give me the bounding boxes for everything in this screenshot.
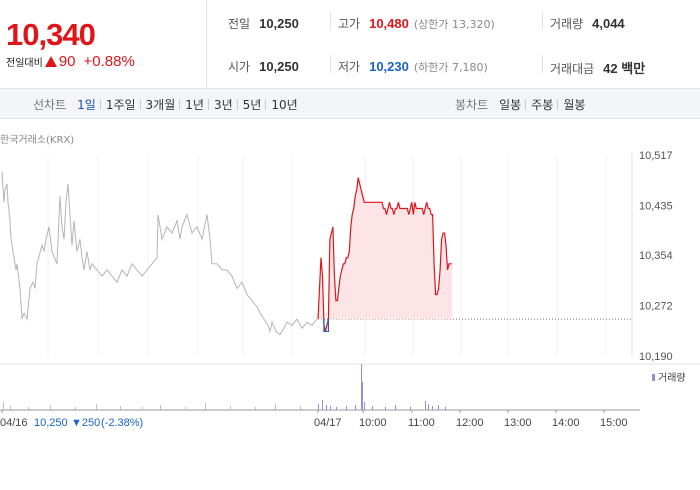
y-tick-label: 10,354	[639, 250, 673, 262]
volume-bar	[364, 402, 365, 410]
volume-bar	[318, 404, 319, 410]
x-tick-label: 10:00	[359, 417, 387, 429]
previous-day-layer	[1, 171, 318, 336]
volume-bar	[336, 407, 337, 410]
volume-bar	[300, 406, 301, 410]
volume-bar	[230, 406, 231, 410]
line-chart-label: 선차트	[33, 97, 67, 112]
volume-bar	[385, 407, 386, 410]
current-day-layer	[317, 177, 632, 333]
tab-1y[interactable]: 1년	[179, 96, 209, 113]
stat-volume: 거래량 4,044	[550, 16, 625, 31]
candle-chart-tabs: 봉차트 일봉 주봉 월봉	[455, 89, 590, 119]
tab-10y[interactable]: 10년	[265, 96, 302, 113]
volume-bar	[445, 407, 446, 410]
volume-bar	[142, 407, 143, 410]
stat-low: 저가 10,230 (하한가 7,180)	[338, 59, 488, 74]
up-triangle-icon	[44, 56, 57, 67]
change-amount: 90	[58, 53, 76, 70]
axis-layer: 10,517 10,435 10,354 10,272 10,190 04/16 04/17…	[0, 150, 673, 429]
volume-bar	[432, 406, 433, 410]
current-day-area	[318, 177, 452, 320]
chart-source: 한국거래소(KRX)	[0, 135, 75, 146]
volume-bar	[322, 400, 323, 410]
volume-bar	[361, 364, 362, 410]
volume-layer: 거래량	[3, 364, 686, 410]
stat-prev-close: 전일 10,250	[228, 16, 299, 31]
volume-bar	[410, 407, 411, 410]
x-tick-label: 15:00	[600, 417, 628, 429]
tab-daily-candle[interactable]: 일봉	[499, 97, 522, 112]
stats-grid: 전일 10,250 고가 10,480 (상한가 13,320) 거래량 4,0…	[207, 0, 700, 89]
volume-legend: 거래량	[658, 372, 686, 384]
volume-bar	[160, 405, 161, 410]
y-tick-label: 10,272	[639, 301, 673, 313]
volume-bar	[326, 405, 327, 410]
price-change: 전일대비 90 +0.88%	[6, 53, 135, 70]
divider	[330, 55, 331, 73]
volume-bar	[120, 406, 121, 410]
stat-open: 시가 10,250	[228, 59, 299, 74]
quote-summary: 10,340 전일대비 90 +0.88% 전일 10,250 고가 10,48…	[0, 0, 700, 89]
volume-bar	[3, 402, 4, 410]
x-tick-label: 14:00	[552, 417, 580, 429]
tab-3y[interactable]: 3년	[207, 96, 238, 113]
volume-bar	[355, 405, 356, 410]
chart-grid	[0, 153, 700, 411]
volume-bar	[438, 405, 439, 410]
divider	[330, 12, 331, 30]
volume-bar	[362, 382, 363, 410]
volume-bar	[330, 406, 331, 410]
current-day-line	[317, 177, 452, 332]
status-price: 10,250	[34, 417, 68, 429]
current-price: 10,340	[6, 17, 96, 52]
tab-monthly-candle[interactable]: 월봉	[557, 96, 590, 113]
tab-1w[interactable]: 1주일	[99, 96, 141, 113]
tab-1d[interactable]: 1일	[77, 97, 96, 112]
volume-bar	[10, 406, 11, 410]
volume-bar	[346, 406, 347, 410]
volume-bar	[205, 403, 206, 410]
change-label: 전일대비	[6, 58, 43, 69]
divider	[542, 12, 543, 30]
status-percent: (-2.38%)	[101, 417, 143, 429]
y-tick-label: 10,517	[639, 150, 673, 162]
chart-tabbar: 선차트 1일 1주일 3개월 1년 3년 5년 10년 봉차트 일봉 주봉 월봉	[0, 89, 700, 119]
x-tick-label: 04/16	[0, 417, 28, 429]
current-price-box: 10,340 전일대비 90 +0.88%	[0, 0, 207, 89]
current-day-down-segment	[323, 319, 330, 333]
tab-5y[interactable]: 5년	[236, 96, 267, 113]
volume-bar	[96, 404, 97, 410]
change-percent: +0.88%	[83, 53, 135, 70]
divider	[542, 55, 543, 73]
volume-bar	[428, 404, 429, 410]
volume-bar	[255, 407, 256, 410]
volume-bar	[50, 405, 51, 410]
tab-3m[interactable]: 3개월	[139, 96, 181, 113]
status-change: ▼250	[71, 417, 100, 429]
y-tick-label: 10,435	[639, 200, 673, 212]
previous-day-line	[1, 171, 318, 336]
tab-weekly-candle[interactable]: 주봉	[525, 96, 558, 113]
candle-chart-label: 봉차트	[455, 97, 489, 112]
x-tick-label: 04/17	[314, 417, 342, 429]
y-tick-label: 10,190	[639, 351, 673, 363]
x-tick-label: 12:00	[456, 417, 484, 429]
volume-bar	[425, 401, 426, 410]
x-tick-label: 11:00	[408, 417, 435, 429]
volume-bar	[395, 405, 396, 410]
volume-bar	[275, 404, 276, 410]
line-chart-tabs: 선차트 1일 1주일 3개월 1년 3년 5년 10년	[33, 89, 303, 119]
volume-bar	[185, 407, 186, 410]
stat-high: 고가 10,480 (상한가 13,320)	[338, 16, 495, 31]
volume-legend-swatch	[652, 374, 655, 381]
volume-bar	[28, 407, 29, 410]
volume-bar	[75, 407, 76, 410]
x-tick-label: 13:00	[504, 417, 532, 429]
volume-bar	[372, 406, 373, 410]
stat-amount: 거래대금 42 백만	[550, 61, 646, 76]
